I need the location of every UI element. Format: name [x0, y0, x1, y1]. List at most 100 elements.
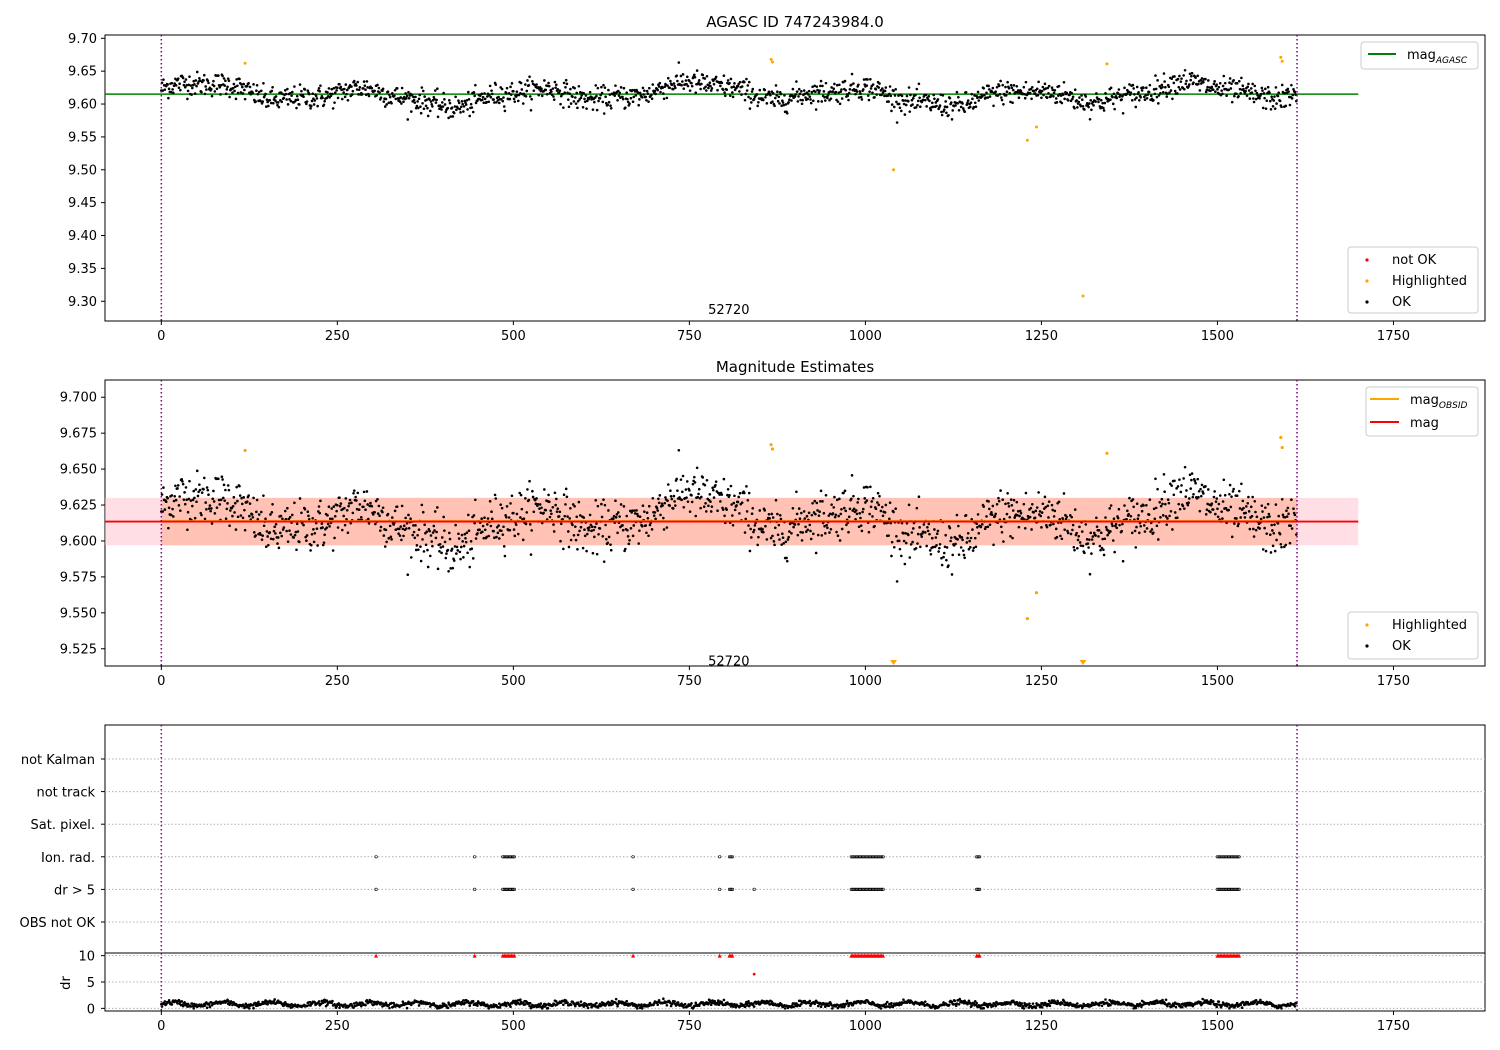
ok-point — [917, 495, 921, 499]
ok-point — [169, 90, 173, 94]
ok-point — [1102, 553, 1106, 557]
ok-point — [1130, 531, 1134, 535]
ok-point — [395, 505, 399, 508]
ok-point — [1280, 497, 1284, 501]
ok-point — [777, 95, 781, 99]
ok-point — [415, 104, 419, 108]
ok-point — [722, 74, 726, 78]
ok-point — [576, 533, 580, 537]
dr-point — [845, 999, 849, 1003]
ok-point — [675, 477, 679, 481]
ok-point — [229, 509, 232, 512]
ok-point — [828, 90, 832, 93]
ok-point — [991, 86, 995, 90]
ok-point — [651, 83, 655, 86]
ok-point — [356, 491, 360, 495]
ok-point — [1197, 495, 1200, 499]
ok-point — [897, 94, 900, 97]
ok-point — [352, 491, 355, 495]
ok-point — [191, 504, 194, 508]
ok-point — [778, 102, 781, 105]
ok-point — [268, 531, 272, 534]
ok-point — [862, 78, 866, 81]
ok-point — [1013, 516, 1016, 519]
ok-point — [1155, 95, 1159, 99]
ok-point — [478, 528, 481, 532]
ok-point — [934, 101, 938, 104]
dr-flag — [880, 887, 884, 892]
ok-point — [405, 97, 408, 100]
ok-point — [869, 485, 872, 489]
ok-point — [357, 508, 361, 512]
ok-point — [212, 84, 216, 88]
ok-point — [469, 539, 473, 543]
ok-point — [745, 89, 749, 92]
ok-point — [790, 99, 793, 102]
ok-point — [294, 530, 298, 534]
ok-point — [964, 513, 968, 517]
ok-point — [1038, 89, 1042, 92]
ok-point — [1145, 527, 1149, 530]
ok-point — [426, 106, 429, 110]
ok-point — [269, 101, 273, 105]
ok-point — [452, 111, 456, 115]
ok-point — [714, 480, 718, 483]
ok-point — [578, 529, 581, 533]
ok-point — [251, 515, 255, 519]
ok-point — [977, 531, 981, 535]
ok-point — [414, 548, 418, 552]
ok-point — [289, 99, 293, 103]
ion-rad-flag — [976, 855, 980, 859]
dr-point — [273, 998, 276, 1001]
dr-point — [697, 1004, 701, 1008]
ok-point — [271, 537, 275, 541]
ok-point — [1017, 525, 1021, 529]
ok-point — [378, 91, 381, 94]
ok-point — [227, 79, 231, 83]
ok-point — [1214, 500, 1218, 503]
ok-point — [860, 529, 864, 533]
ok-point — [267, 543, 270, 547]
ok-point — [453, 545, 457, 548]
ok-point — [992, 104, 995, 108]
ok-point — [597, 99, 600, 103]
ok-point — [177, 504, 181, 507]
ok-point — [788, 530, 791, 533]
ok-point — [417, 528, 421, 531]
ok-point — [1142, 524, 1146, 527]
dr-point — [343, 1003, 347, 1006]
ok-point — [354, 495, 357, 499]
ok-point — [340, 97, 344, 101]
ok-point — [552, 98, 556, 101]
dr-point — [973, 1000, 977, 1003]
ok-point — [290, 90, 294, 94]
ok-point — [961, 549, 965, 552]
ok-point — [490, 92, 494, 96]
ok-point — [1223, 81, 1227, 85]
ok-point — [555, 497, 558, 501]
ok-point — [1062, 492, 1066, 495]
ok-point — [809, 529, 812, 533]
ok-point — [646, 92, 650, 95]
ok-point — [911, 97, 915, 100]
ok-point — [1152, 507, 1156, 511]
ok-point — [567, 105, 571, 109]
ok-point — [657, 501, 661, 505]
ok-point — [865, 499, 869, 502]
ok-point — [868, 512, 871, 516]
ok-point — [644, 524, 648, 527]
ok-point — [257, 90, 261, 94]
ok-point — [1292, 507, 1295, 511]
ok-point — [797, 522, 800, 526]
dr-point — [958, 997, 962, 1001]
ok-point — [579, 96, 583, 100]
ok-point — [972, 546, 976, 550]
ok-point — [950, 573, 954, 576]
ok-point — [512, 97, 516, 101]
ok-point — [654, 517, 657, 521]
ok-point — [1280, 83, 1284, 87]
highlighted-point — [1035, 125, 1038, 129]
ok-point — [344, 83, 348, 86]
dr-point — [826, 1002, 829, 1006]
ok-point — [680, 83, 683, 87]
